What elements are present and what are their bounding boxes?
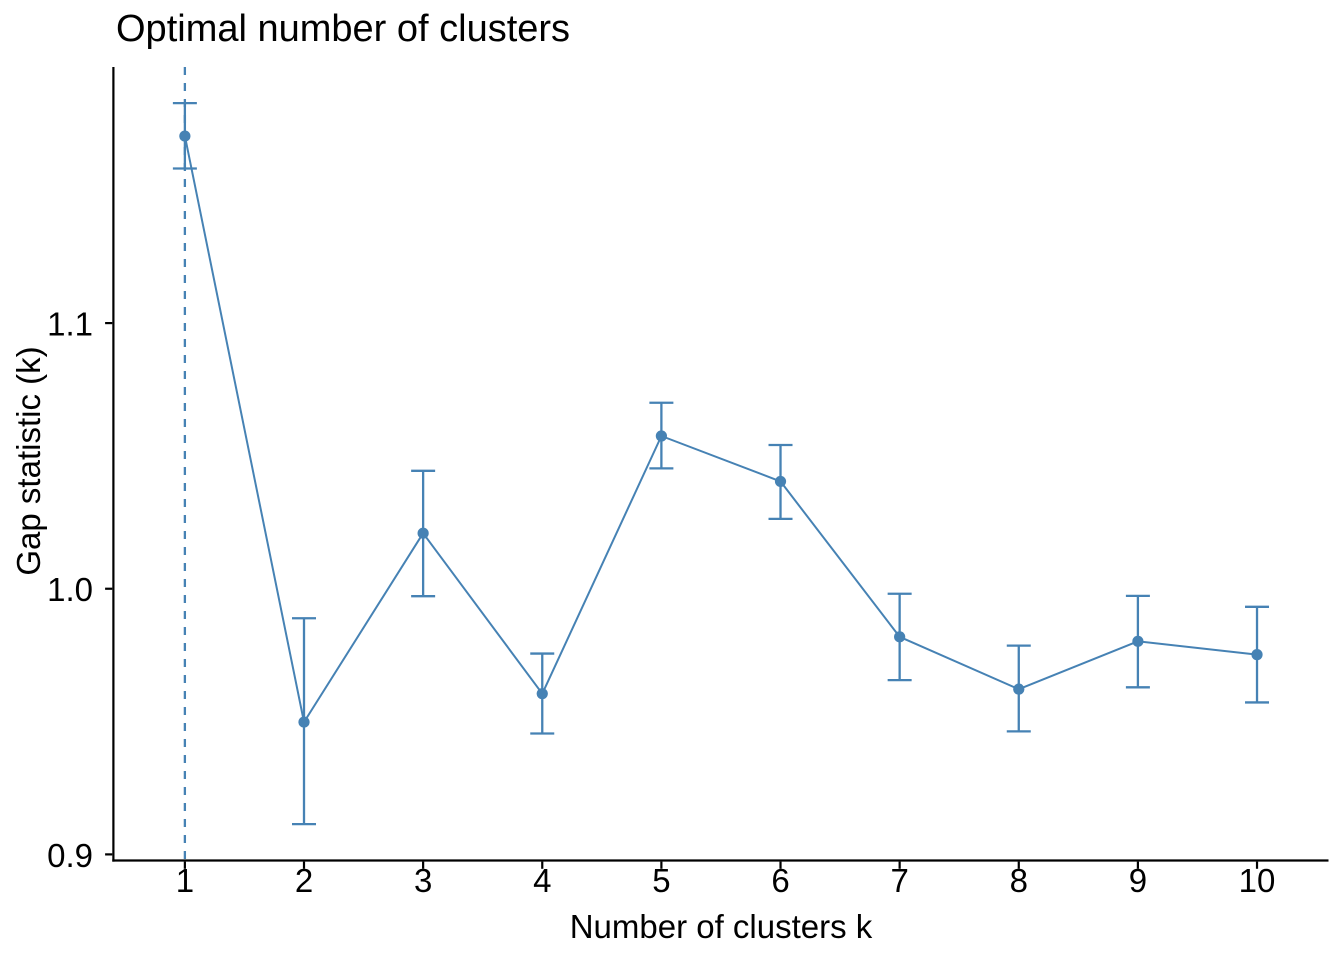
- data-point: [655, 430, 667, 442]
- data-point: [894, 631, 906, 643]
- x-tick-label: 4: [533, 862, 551, 899]
- x-tick-label: 10: [1239, 862, 1276, 899]
- data-point: [1251, 649, 1263, 661]
- x-tick-label: 7: [890, 862, 908, 899]
- x-tick-label: 2: [295, 862, 313, 899]
- y-tick-label: 1.1: [47, 305, 93, 342]
- data-point: [417, 527, 429, 539]
- data-point: [1013, 683, 1025, 695]
- y-tick-label: 0.9: [47, 837, 93, 874]
- data-point: [1132, 635, 1144, 647]
- data-point: [536, 688, 548, 700]
- tick-label-layer: 1 2 3 4 5 6 7 8 9 10 0.9 1.0 1.1: [47, 305, 1275, 899]
- series-line-layer: [183, 135, 1258, 724]
- x-tick-label: 8: [1010, 862, 1028, 899]
- gap-statistic-line: [183, 135, 1258, 724]
- x-tick-label: 6: [771, 862, 789, 899]
- data-point: [774, 475, 787, 488]
- x-tick-label: 5: [652, 862, 670, 899]
- y-tick-label: 1.0: [47, 571, 93, 608]
- error-bar-layer: [172, 101, 1270, 826]
- x-tick-label: 3: [414, 862, 432, 899]
- y-axis-title: Gap statistic (k): [10, 346, 47, 575]
- x-axis-title: Number of clusters k: [570, 908, 873, 945]
- data-point: [179, 130, 191, 142]
- x-tick-label: 1: [176, 862, 194, 899]
- plot-title: Optimal number of clusters: [116, 8, 570, 50]
- data-point: [298, 716, 310, 728]
- axis-layer: [105, 67, 1329, 869]
- x-tick-label: 9: [1129, 862, 1147, 899]
- data-point-layer: [179, 130, 1263, 728]
